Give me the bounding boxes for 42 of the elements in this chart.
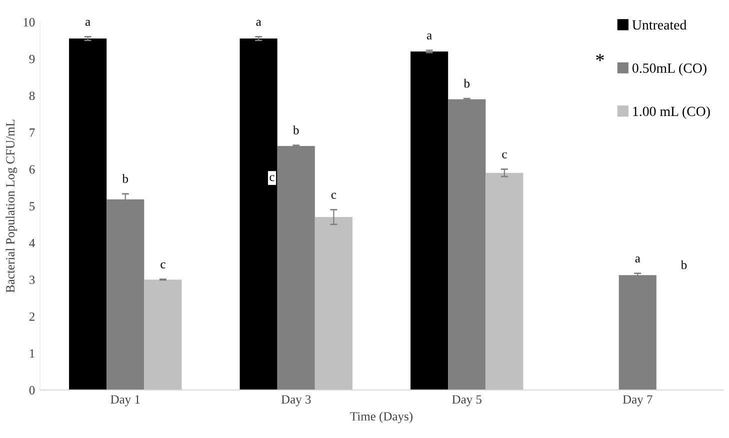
data-label: c bbox=[502, 152, 507, 158]
annotation: c bbox=[270, 175, 274, 182]
y-tick-label: 6 bbox=[29, 165, 35, 174]
bar bbox=[69, 38, 107, 390]
data-label: a bbox=[85, 20, 90, 26]
y-tick-label: 9 bbox=[29, 54, 35, 64]
bar bbox=[486, 172, 524, 390]
data-label: c bbox=[160, 262, 166, 268]
data-label: b bbox=[122, 174, 128, 183]
data-label: a bbox=[256, 20, 262, 26]
y-tick-label: 0 bbox=[29, 386, 35, 394]
bar bbox=[448, 99, 486, 390]
y-tick-label: 7 bbox=[30, 128, 35, 137]
y-axis-title: Bacterial Population Log CFU/mL bbox=[6, 120, 18, 293]
data-label: a bbox=[426, 33, 432, 40]
x-tick-label: Day 3 bbox=[281, 395, 311, 406]
data-label: b bbox=[293, 126, 299, 134]
bar bbox=[240, 38, 278, 390]
x-axis-title: Time (Days) bbox=[350, 412, 412, 424]
x-tick-label: Day 7 bbox=[622, 395, 652, 406]
legend-label: Untreated bbox=[632, 20, 687, 30]
y-tick-label: 5 bbox=[30, 202, 35, 210]
bar bbox=[410, 51, 448, 390]
y-tick-label: 10 bbox=[24, 18, 35, 26]
legend-label: 1.00 mL (CO) bbox=[633, 106, 710, 119]
bar bbox=[277, 146, 315, 390]
annotation: * bbox=[596, 54, 604, 62]
data-label: a bbox=[635, 256, 640, 262]
y-tick-label: 3 bbox=[29, 276, 35, 284]
data-label: c bbox=[331, 192, 336, 199]
data-label: b bbox=[464, 78, 470, 88]
bar bbox=[618, 275, 656, 390]
y-tick-label: 8 bbox=[29, 92, 35, 100]
x-tick-label: Day 5 bbox=[452, 395, 482, 406]
y-tick-label: 2 bbox=[29, 312, 34, 321]
bar bbox=[144, 280, 182, 390]
y-tick-label: 1 bbox=[30, 349, 34, 358]
annotation: b bbox=[680, 260, 687, 270]
x-tick-label: Day 1 bbox=[110, 395, 140, 406]
legend-label: 0.50mL (CO) bbox=[632, 63, 706, 76]
bar bbox=[314, 217, 352, 390]
y-tick-label: 4 bbox=[29, 238, 35, 248]
